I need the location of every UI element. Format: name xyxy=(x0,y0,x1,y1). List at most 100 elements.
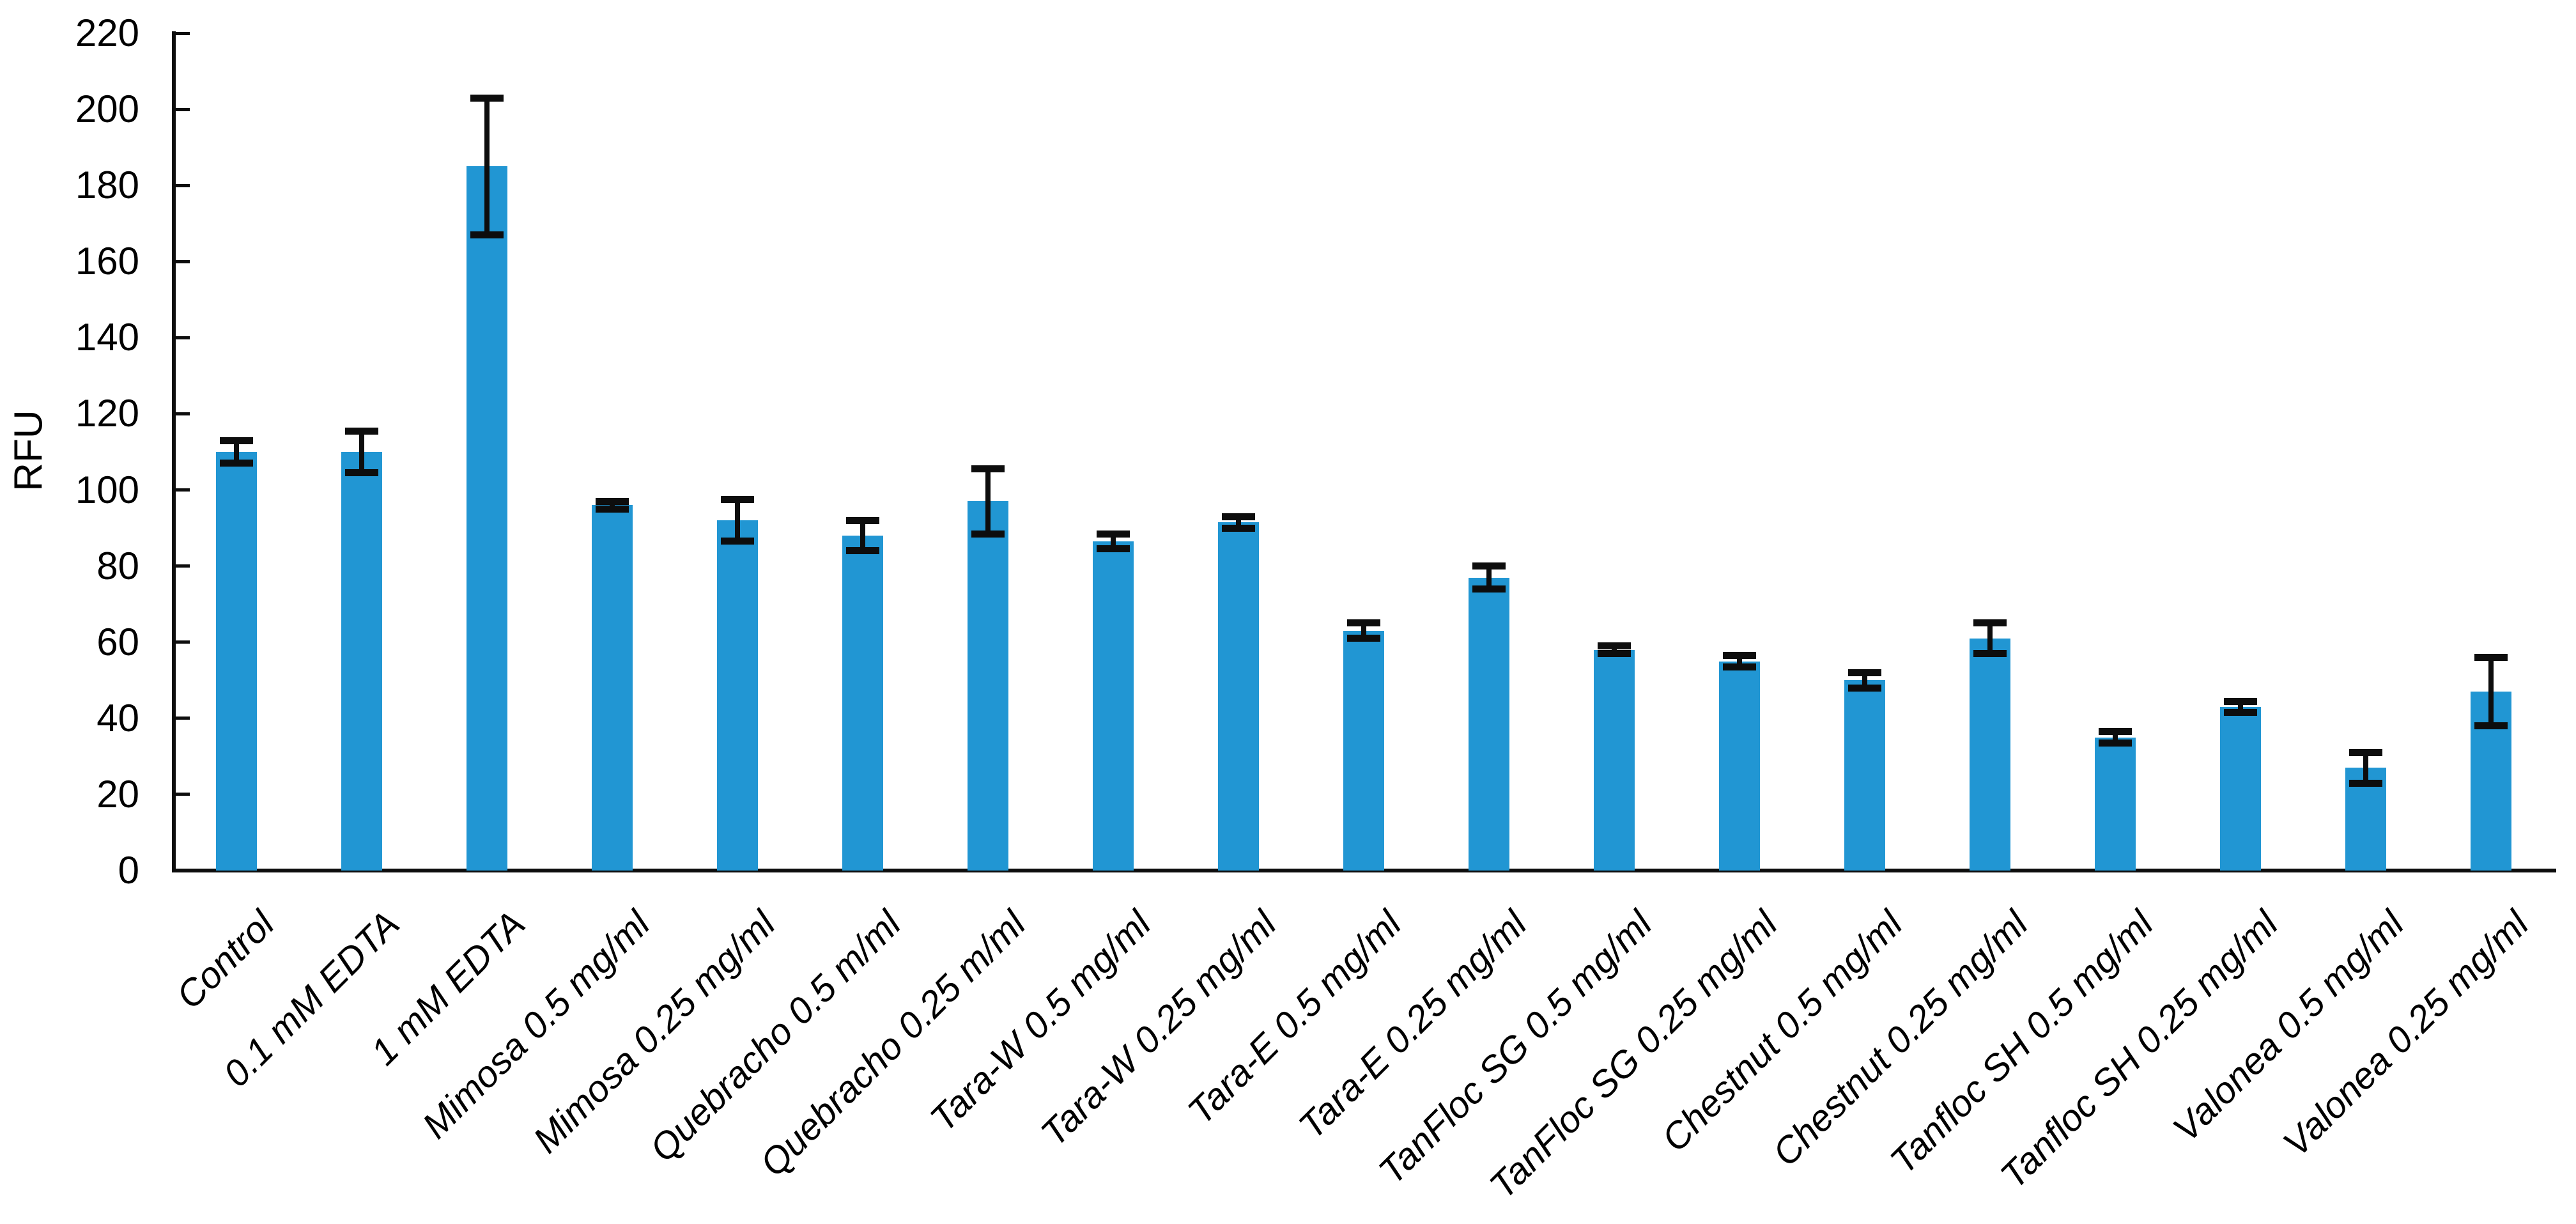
bar xyxy=(2220,706,2261,871)
error-bar-cap xyxy=(596,497,629,505)
bar xyxy=(1844,680,1885,871)
y-tick-label: 20 xyxy=(96,772,139,816)
error-bar-whisker xyxy=(2363,752,2368,784)
error-bar-whisker xyxy=(1236,516,1241,529)
bar xyxy=(1719,661,1760,871)
error-bar-whisker xyxy=(1361,623,1366,639)
bar xyxy=(341,452,382,871)
error-bar-whisker xyxy=(2113,731,2118,743)
error-bar-cap xyxy=(1973,619,2007,627)
y-tick xyxy=(176,717,190,720)
error-bar-cap xyxy=(2099,740,2132,747)
error-bar-cap xyxy=(220,437,253,444)
error-bar-cap xyxy=(1097,545,1130,553)
x-category-label: Mimosa 0.25 mg/ml xyxy=(525,903,783,1161)
error-bar-whisker xyxy=(234,440,239,463)
error-bar-cap xyxy=(1848,669,1881,676)
bar xyxy=(1594,649,1635,871)
error-bar-whisker xyxy=(1111,534,1116,549)
error-bar-cap xyxy=(1723,663,1756,670)
y-tick-label: 200 xyxy=(75,88,139,131)
bar xyxy=(1469,577,1509,871)
error-bar-cap xyxy=(1723,652,1756,660)
error-bar-whisker xyxy=(985,469,991,534)
error-bar-cap xyxy=(2349,779,2382,787)
error-bar-whisker xyxy=(1987,623,1993,654)
x-category-label: Tara-W 0.25 mg/ml xyxy=(1033,903,1284,1154)
error-bar-whisker xyxy=(610,501,615,509)
error-bar-cap xyxy=(1347,619,1380,627)
error-bar-cap xyxy=(846,516,879,524)
error-bar-cap xyxy=(2474,654,2508,662)
error-bar-whisker xyxy=(735,499,740,541)
error-bar-whisker xyxy=(484,98,490,235)
y-tick xyxy=(176,869,190,872)
error-bar-whisker xyxy=(1612,646,1617,654)
bar xyxy=(2095,737,2136,871)
error-bar-cap xyxy=(596,505,629,513)
x-category-label: Valonea 0.5 mg/ml xyxy=(2164,903,2412,1150)
bar xyxy=(1970,638,2010,871)
bar xyxy=(467,166,507,871)
x-category-label: Control xyxy=(168,903,282,1017)
error-bar-cap xyxy=(2474,722,2508,730)
error-bar-cap xyxy=(721,495,754,503)
y-tick xyxy=(176,183,190,187)
error-bar-cap xyxy=(345,427,378,435)
error-bar-cap xyxy=(971,465,1005,473)
error-bar-cap xyxy=(721,538,754,545)
y-tick xyxy=(176,336,190,339)
bar xyxy=(968,501,1008,871)
error-bar-cap xyxy=(1472,585,1506,593)
error-bar-cap xyxy=(2099,728,2132,736)
error-bar-whisker xyxy=(2238,701,2243,713)
error-bar-whisker xyxy=(860,520,865,551)
bar xyxy=(592,505,633,871)
x-category-label: Tara-E 0.25 mg/ml xyxy=(1290,903,1535,1147)
error-bar-cap xyxy=(1097,530,1130,538)
error-bar-cap xyxy=(470,231,504,239)
error-bar-cap xyxy=(1598,642,1631,650)
error-bar-whisker xyxy=(1737,655,1742,667)
error-bar-cap xyxy=(2349,748,2382,756)
error-bar-cap xyxy=(1598,650,1631,658)
y-tick-label: 100 xyxy=(75,468,139,511)
y-axis-line xyxy=(172,31,176,872)
y-tick xyxy=(176,260,190,263)
y-tick xyxy=(176,107,190,111)
x-category-label: Valonea 0.25 mg/ml xyxy=(2275,903,2537,1165)
bar xyxy=(1343,630,1384,871)
error-bar-whisker xyxy=(2488,657,2494,726)
error-bar-cap xyxy=(1848,684,1881,692)
error-bar-cap xyxy=(2224,709,2257,717)
y-tick-label: 60 xyxy=(96,620,139,663)
x-category-label: Tara-E 0.5 mg/ml xyxy=(1180,903,1410,1133)
y-tick-label: 80 xyxy=(96,544,139,587)
y-tick xyxy=(176,488,190,492)
error-bar-cap xyxy=(1222,513,1255,520)
bar xyxy=(717,520,758,871)
x-axis-line xyxy=(172,869,2556,872)
y-tick-label: 0 xyxy=(118,849,139,892)
x-category-label: Tara-W 0.5 mg/ml xyxy=(922,903,1159,1140)
error-bar-cap xyxy=(971,530,1005,538)
error-bar-cap xyxy=(1973,650,2007,658)
bar xyxy=(216,452,257,871)
error-bar-cap xyxy=(2224,697,2257,705)
error-bar-whisker xyxy=(1486,566,1492,589)
error-bar-whisker xyxy=(1862,672,1867,688)
error-bar-cap xyxy=(1472,562,1506,570)
error-bar-cap xyxy=(345,469,378,477)
x-category-label: Mimosa 0.5 mg/ml xyxy=(414,903,658,1147)
error-bar-cap xyxy=(846,547,879,555)
y-tick-label: 160 xyxy=(75,240,139,283)
y-tick-label: 40 xyxy=(96,696,139,740)
error-bar-cap xyxy=(220,460,253,467)
y-tick-label: 120 xyxy=(75,392,139,435)
bar xyxy=(842,536,883,871)
error-bar-cap xyxy=(1222,524,1255,532)
bar xyxy=(1093,541,1134,871)
y-tick xyxy=(176,564,190,568)
error-bar-cap xyxy=(1347,635,1380,642)
y-tick xyxy=(176,412,190,415)
